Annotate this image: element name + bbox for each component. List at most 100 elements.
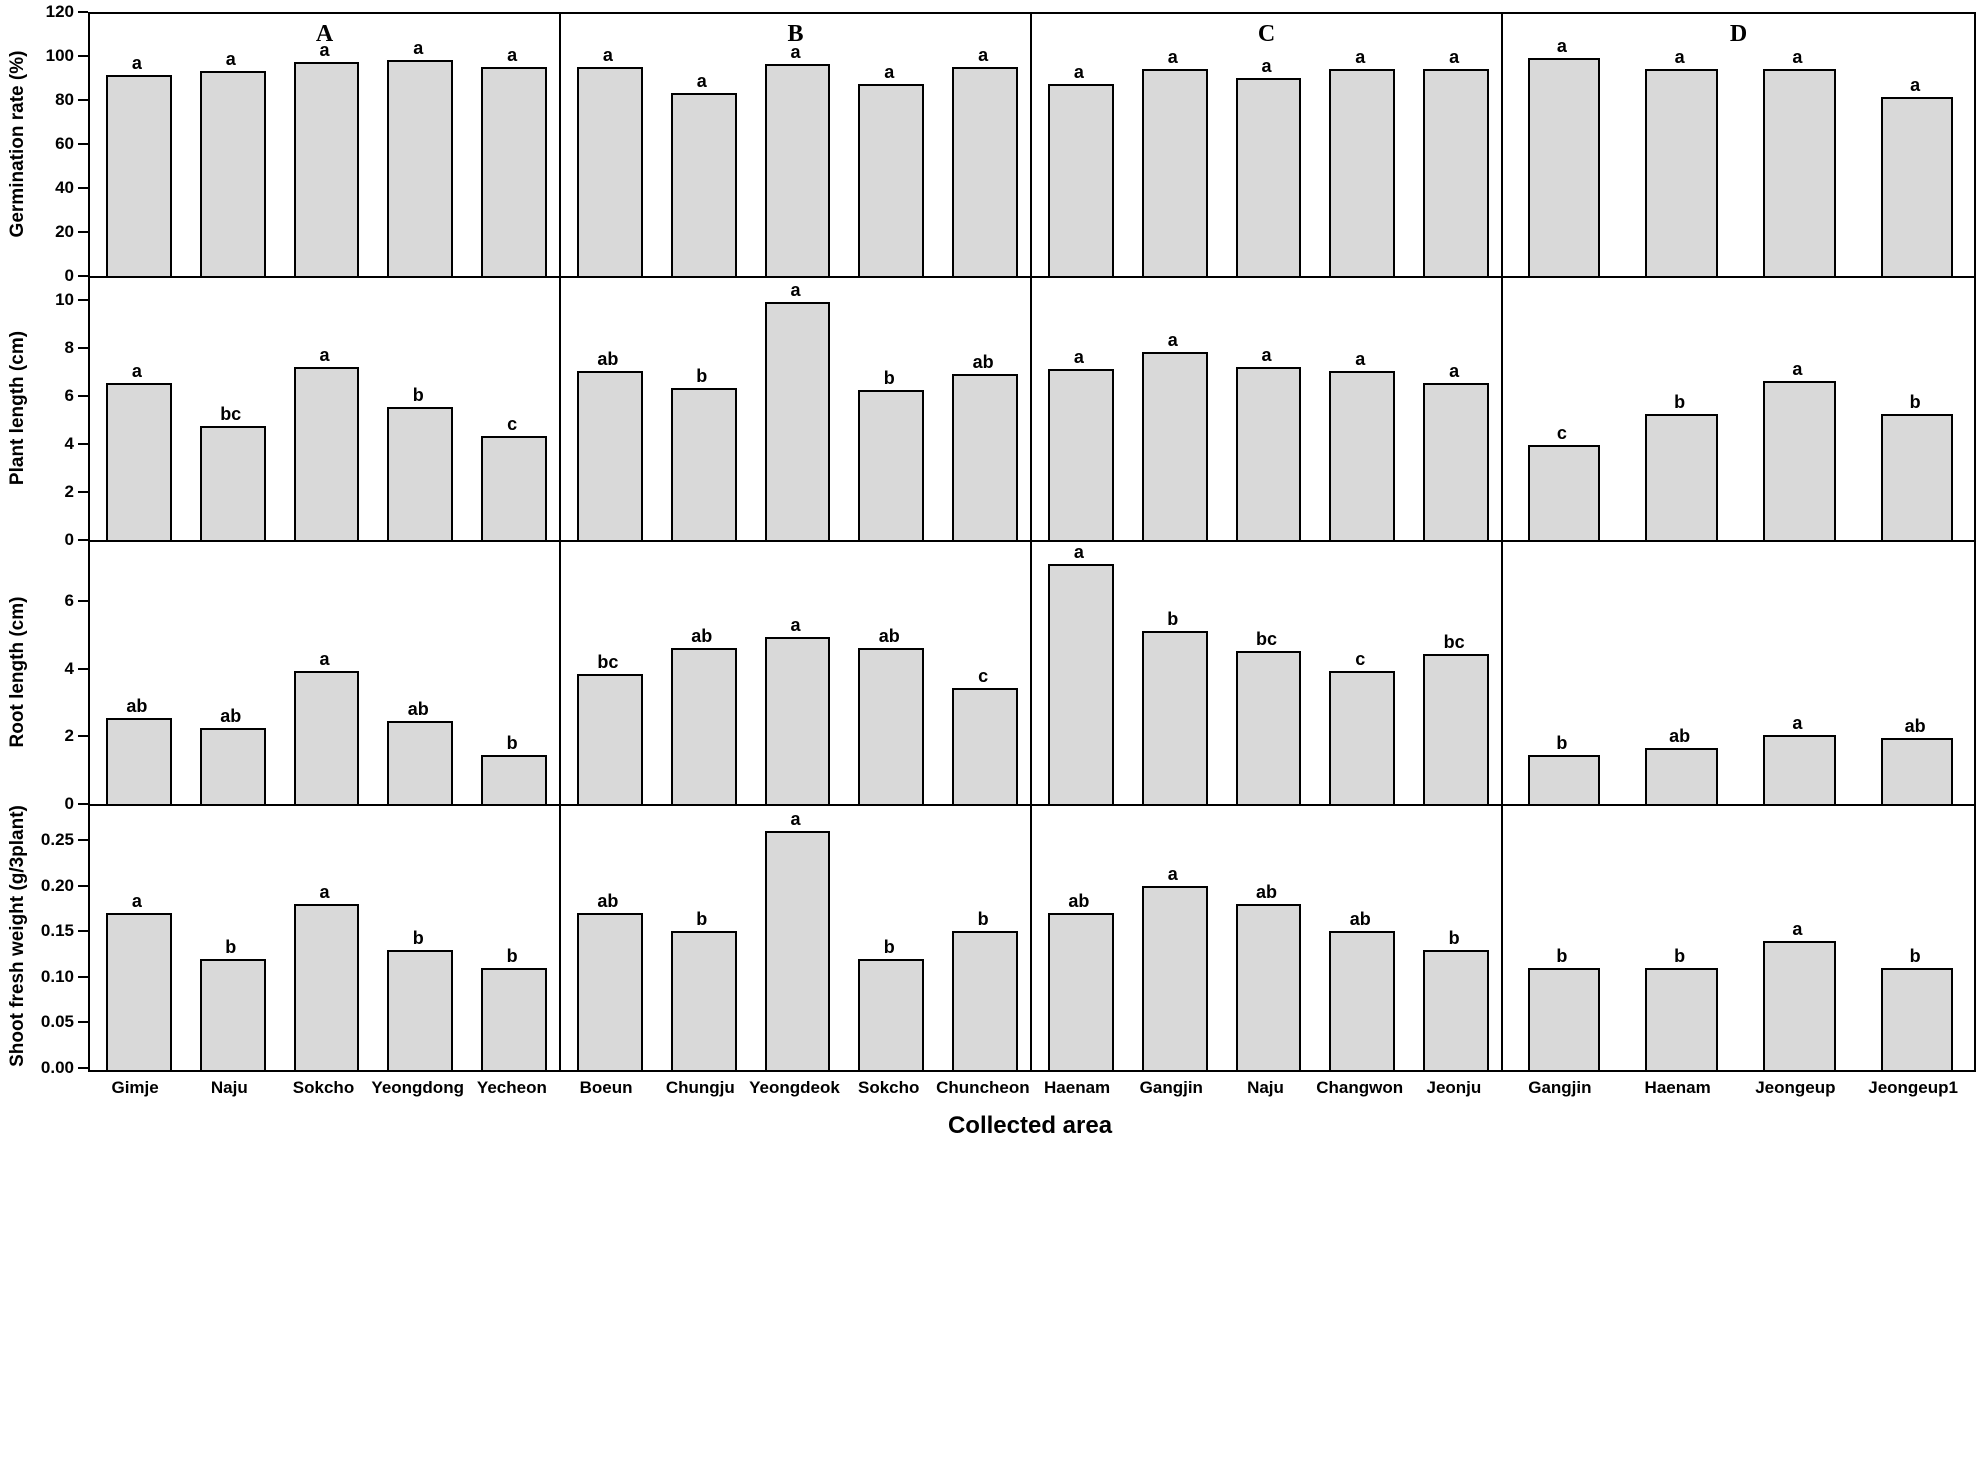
y-tick-label: 6 — [64, 386, 74, 405]
x-category-jeongeup1: Jeongeup1 — [1868, 1078, 1958, 1097]
bar-haenam-plant-length — [1047, 368, 1114, 540]
sig-letter-chungju-root-length: ab — [691, 625, 713, 646]
bar-naju-shoot-fresh-weight — [1235, 904, 1302, 1070]
x-category-jeongeup: Jeongeup — [1755, 1078, 1836, 1097]
sig-letter-jeongeup-plant-length: a — [1792, 358, 1803, 379]
bar-sokcho-root-length — [858, 647, 925, 804]
bar-jeonju-germination-rate — [1423, 68, 1490, 276]
x-category-naju: Naju — [1247, 1078, 1284, 1097]
sig-letter-yecheon-root-length: b — [506, 732, 518, 753]
bar-gangjin-root-length — [1141, 630, 1208, 804]
bar-yeongdeok-germination-rate — [764, 64, 831, 276]
x-category-chuncheon: Chuncheon — [936, 1078, 1030, 1097]
bar-gangjin-plant-length — [1141, 352, 1208, 540]
x-category-naju: Naju — [210, 1078, 248, 1097]
sig-letter-jeongeup1-root-length: ab — [1904, 716, 1926, 737]
sig-letter-jeonju-germination-rate: a — [1449, 46, 1460, 67]
panel-label-d: D — [1729, 21, 1748, 47]
bar-haenam-germination-rate — [1047, 84, 1114, 276]
y-tick-mark — [78, 803, 88, 805]
panel-d-root-length: b ab a ab — [1503, 542, 1974, 806]
sig-letter-sokcho-shoot-fresh-weight: a — [319, 882, 330, 903]
bar-haenam-root-length — [1047, 563, 1114, 804]
bar-chungju-shoot-fresh-weight — [670, 931, 737, 1070]
y-tick-mark — [78, 667, 88, 670]
bar-yeongdeok-plant-length — [764, 302, 831, 540]
x-category-gangjin: Gangjin — [1139, 1078, 1203, 1097]
sig-letter-chuncheon-plant-length: ab — [972, 351, 994, 372]
y-tick-label: 4 — [64, 434, 74, 453]
sig-letter-chungju-shoot-fresh-weight: b — [696, 909, 708, 930]
panel-a-shoot-fresh-weight: a b a b b — [90, 806, 561, 1070]
sig-letter-sokcho-root-length: ab — [878, 625, 900, 646]
sig-letter-changwon-germination-rate: a — [1355, 46, 1366, 67]
sig-letter-yeongdeok-shoot-fresh-weight: a — [790, 809, 801, 830]
sig-letter-changwon-root-length: c — [1355, 649, 1366, 669]
bar-jeonju-shoot-fresh-weight — [1423, 949, 1490, 1070]
sig-letter-sokcho-plant-length: b — [883, 368, 895, 389]
y-tick-label: 120 — [45, 2, 74, 21]
bar-jeongeup1-plant-length — [1880, 414, 1954, 540]
y-tick-mark — [78, 599, 88, 602]
sig-letter-haenam-germination-rate: a — [1073, 62, 1084, 83]
y-tick-mark — [78, 143, 88, 145]
sig-letter-haenam-root-length: a — [1073, 541, 1084, 562]
x-category-jeonju: Jeonju — [1426, 1078, 1482, 1097]
sig-letter-haenam-plant-length: a — [1073, 346, 1084, 367]
y-tick-mark — [78, 539, 88, 541]
panel-label-c: C — [1257, 21, 1276, 47]
bar-naju-plant-length — [199, 426, 266, 540]
bar-chuncheon-shoot-fresh-weight — [952, 931, 1019, 1070]
y-tick-mark — [78, 299, 88, 301]
sig-letter-yeongdong-shoot-fresh-weight: b — [412, 927, 424, 948]
bar-naju-germination-rate — [199, 70, 266, 276]
sig-letter-sokcho-shoot-fresh-weight: b — [883, 936, 895, 957]
y-tick-label: 0 — [64, 794, 74, 813]
panel-a-root-length: ab ab a ab b — [90, 542, 561, 806]
bar-yeongdong-germination-rate — [387, 60, 454, 276]
bar-naju-plant-length — [1235, 366, 1302, 540]
panel-b-plant-length: ab b a b ab — [561, 278, 1032, 542]
sig-letter-gangjin-shoot-fresh-weight: a — [1167, 863, 1178, 884]
sig-letter-yecheon-plant-length: c — [507, 413, 518, 434]
bar-sokcho-root-length — [293, 671, 360, 804]
bar-sokcho-germination-rate — [858, 84, 925, 276]
y-tick-label: 0.10 — [40, 966, 74, 986]
panel-label-a: A — [315, 21, 334, 47]
bar-yeongdong-shoot-fresh-weight — [387, 949, 454, 1070]
sig-letter-gangjin-shoot-fresh-weight: b — [1556, 945, 1568, 966]
sig-letter-boeun-shoot-fresh-weight: ab — [597, 891, 619, 912]
bar-yecheon-plant-length — [481, 435, 548, 540]
sig-letter-jeonju-shoot-fresh-weight: b — [1448, 927, 1460, 948]
sig-letter-gangjin-plant-length: a — [1167, 330, 1178, 351]
sig-letter-haenam-germination-rate: a — [1674, 46, 1685, 67]
sig-letter-jeongeup-germination-rate: a — [1792, 46, 1803, 67]
x-category-yecheon: Yecheon — [476, 1078, 547, 1097]
bar-haenam-root-length — [1645, 748, 1718, 804]
y-tick-mark — [78, 839, 88, 842]
bar-chungju-plant-length — [670, 387, 737, 540]
bar-sokcho-shoot-fresh-weight — [858, 958, 925, 1070]
y-tick-label: 100 — [45, 46, 74, 65]
bar-sokcho-plant-length — [293, 366, 360, 540]
bar-jeongeup-shoot-fresh-weight — [1763, 940, 1836, 1070]
sig-letter-gangjin-germination-rate: a — [1556, 35, 1567, 56]
sig-letter-gangjin-plant-length: c — [1556, 423, 1567, 444]
sig-letter-gimje-germination-rate: a — [131, 53, 142, 74]
y-tick-mark — [78, 491, 88, 493]
sig-letter-sokcho-plant-length: a — [319, 344, 330, 365]
y-tick-label: 2 — [64, 482, 74, 501]
panel-label-b: B — [787, 21, 804, 47]
sig-letter-gimje-shoot-fresh-weight: a — [131, 891, 142, 912]
sig-letter-sokcho-germination-rate: a — [319, 40, 330, 61]
sig-letter-yecheon-germination-rate: a — [507, 44, 518, 65]
bar-changwon-shoot-fresh-weight — [1329, 931, 1396, 1070]
sig-letter-haenam-root-length: ab — [1669, 726, 1691, 747]
bar-gimje-plant-length — [105, 383, 172, 540]
y-tick-mark — [78, 187, 88, 189]
sig-letter-naju-shoot-fresh-weight: ab — [1255, 882, 1277, 903]
sig-letter-gangjin-root-length: b — [1556, 732, 1568, 753]
